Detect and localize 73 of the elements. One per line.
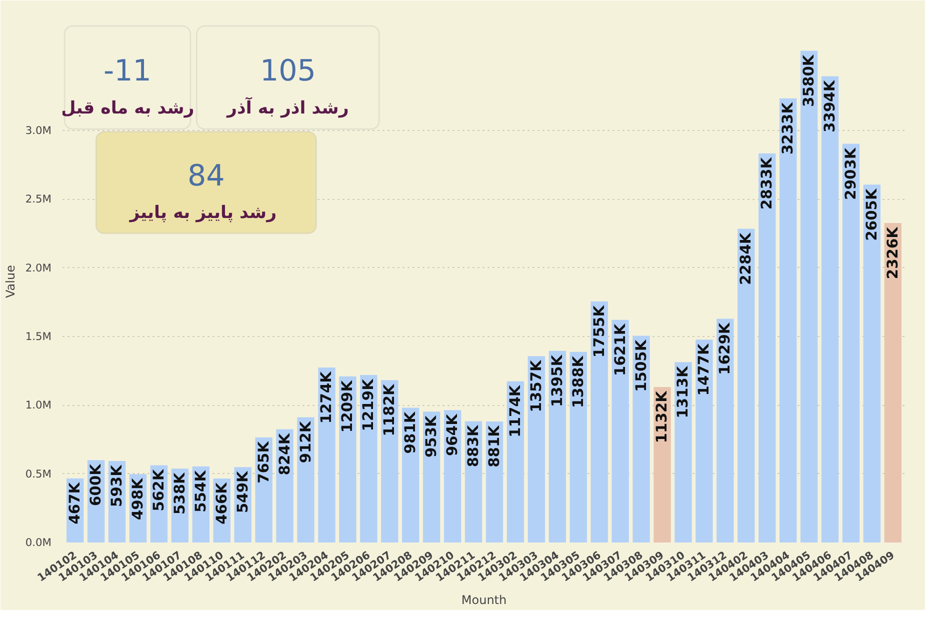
data-label: 466K	[213, 482, 230, 524]
data-label: 824K	[276, 432, 294, 476]
data-label: 765K	[255, 440, 272, 484]
bar	[632, 336, 650, 542]
data-label: 2903K	[842, 147, 860, 200]
bar	[360, 375, 378, 542]
data-label: 1219K	[360, 378, 378, 432]
data-label: 549K	[234, 470, 252, 514]
data-label: 953K	[423, 414, 440, 458]
bar	[297, 417, 314, 542]
data-label: 498K	[129, 477, 146, 520]
bar	[800, 50, 818, 542]
data-label: 593K	[108, 464, 126, 507]
data-label: 981K	[402, 411, 420, 454]
y-tick-label: 2.0M	[25, 261, 52, 274]
bar	[863, 184, 881, 542]
bar	[821, 76, 839, 542]
bar	[590, 301, 608, 542]
y-tick-label: 3.0M	[25, 124, 52, 137]
data-label: 1755K	[590, 304, 608, 358]
bar	[696, 340, 713, 542]
data-label: 2833K	[758, 156, 776, 210]
bar	[884, 222, 902, 542]
y-tick-label: 1.0M	[25, 398, 52, 412]
data-label: 467K	[66, 482, 84, 524]
data-label: 1357K	[528, 359, 545, 412]
annotation: 105	[260, 53, 316, 88]
bar	[674, 362, 692, 542]
data-label: 1274K	[318, 370, 336, 424]
data-label: 1477K	[696, 342, 713, 396]
bar	[339, 376, 356, 542]
bar	[738, 228, 755, 542]
bar	[716, 318, 734, 542]
data-label: 883K	[465, 424, 482, 468]
data-label: 912K	[297, 420, 314, 464]
bar	[654, 387, 671, 542]
y-tick-label: 0.0M	[25, 536, 52, 549]
bar	[842, 144, 860, 542]
data-label: 1505K	[632, 339, 650, 392]
data-label: 3233K	[780, 102, 797, 155]
annotation: 84	[187, 158, 225, 192]
data-label: 554K	[192, 470, 210, 512]
data-label: 3394K	[822, 80, 839, 132]
x-axis-title: Mounth	[461, 593, 507, 608]
data-label: 562K	[150, 468, 168, 512]
data-label: 1313K	[674, 365, 692, 418]
bar	[612, 320, 629, 542]
bar	[758, 153, 776, 542]
data-label: 964K	[444, 413, 462, 456]
data-label: 1182K	[381, 383, 398, 436]
y-tick-label: 0.5M	[25, 467, 52, 480]
data-label: 1395K	[548, 354, 566, 408]
data-label: 1629K	[716, 322, 734, 375]
data-label: 881K	[486, 424, 503, 468]
y-tick-label: 1.5M	[25, 330, 52, 343]
y-axis-title: Value	[3, 265, 18, 298]
data-label: 600K	[88, 463, 105, 506]
data-label: 1174K	[506, 384, 524, 438]
data-label: 1132K	[654, 390, 671, 444]
bar	[779, 98, 797, 542]
bar	[318, 367, 336, 542]
y-tick-label: 2.5M	[25, 192, 52, 206]
data-label: 3580K	[800, 54, 818, 107]
annotation: رشد پاییز به پاییز	[128, 203, 277, 224]
data-label: 2284K	[738, 232, 755, 285]
annotation: رشد اذر به آذر	[226, 96, 349, 118]
data-label: 1388K	[570, 355, 587, 408]
data-label: 2326K	[884, 226, 902, 280]
annotation: -11	[104, 53, 152, 88]
data-label: 2605K	[863, 188, 880, 241]
data-label: 1621K	[612, 323, 629, 376]
data-label: 538K	[171, 472, 188, 515]
data-label: 1209K	[339, 380, 356, 433]
